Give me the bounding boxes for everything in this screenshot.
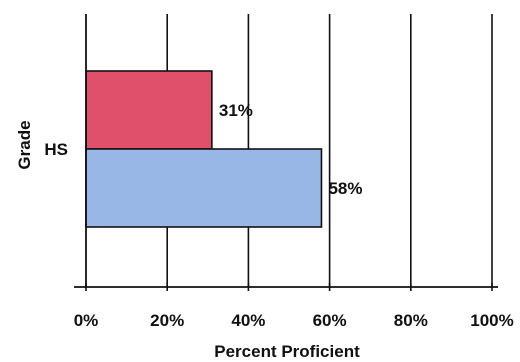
- gridlines: [166, 14, 493, 287]
- x-tick-label-0: 0%: [74, 311, 99, 330]
- x-axis-title: Percent Proficient: [214, 342, 360, 361]
- x-tick-label-40: 40%: [231, 311, 265, 330]
- x-tick-label-80: 80%: [394, 311, 428, 330]
- bar-series-2: [85, 148, 323, 228]
- bars: [85, 70, 323, 228]
- labels: 31% 58% 0% 20% 40% 60% 80% 100% HS: [44, 101, 513, 330]
- x-tick-label-100: 100%: [470, 311, 513, 330]
- x-tick-label-60: 60%: [313, 311, 347, 330]
- data-label-series-2: 58%: [328, 179, 362, 198]
- data-label-series-1: 31%: [219, 101, 253, 120]
- axes: [74, 14, 498, 291]
- x-tick-label-20: 20%: [150, 311, 184, 330]
- category-label-hs: HS: [44, 140, 68, 159]
- y-axis-title: Grade: [15, 120, 34, 169]
- bar-series-1: [85, 70, 213, 150]
